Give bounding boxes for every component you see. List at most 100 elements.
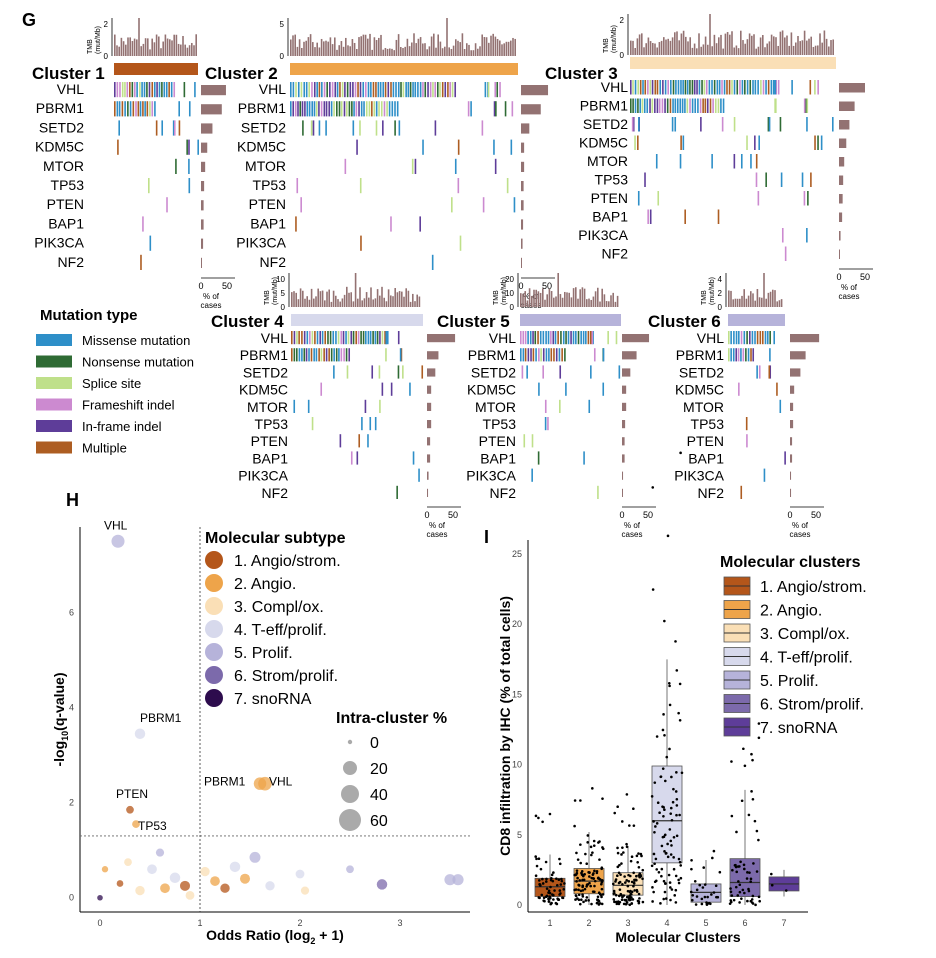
mutation-mark [721,80,723,95]
data-point [576,876,579,880]
mutation-mark [414,82,417,98]
data-point [553,889,556,892]
data-point [579,889,583,893]
tmb-bar [328,289,330,307]
tmb-bar [501,44,503,56]
mutation-mark [146,82,148,98]
mutation-mark [318,120,321,136]
data-point [641,868,645,872]
data-point [672,867,676,871]
mutation-mark [303,82,306,98]
mutation-mark [293,399,296,413]
tmb-bar [394,288,396,307]
mutation-mark [538,382,540,396]
data-point [712,891,716,894]
mutation-mark [711,154,713,169]
tmb-bar [678,40,680,55]
tmb-bar [340,41,343,56]
tmb-bar [448,47,450,56]
percent-tick-label: 0 [198,281,203,291]
tmb-bar [166,38,169,56]
mutation-mark [371,101,373,117]
tmb-bar [382,49,384,56]
data-point [671,800,675,804]
mutation-mark [397,331,400,345]
tmb-bar [823,30,826,55]
data-point [662,897,666,901]
data-point [582,878,586,882]
tmb-bar [557,273,559,307]
percent-cases-bar [521,200,524,211]
percent-cases-bar [839,120,850,130]
mutation-mark [831,117,834,132]
data-point [616,900,620,903]
percent-cases-bar [622,402,627,411]
mutation-mark [146,101,149,117]
gene-label: KDM5C [35,139,84,155]
mutation-mark [740,331,743,345]
data-point [667,682,671,685]
tmb-bar [336,49,338,56]
data-point [560,879,564,883]
mutation-mark [119,82,121,98]
mutation-mark [657,191,660,206]
tmb-bar [780,299,783,307]
mutation-mark [570,331,572,345]
mutation-mark [593,348,596,362]
oncoprint-cluster-1: Cluster 102TMB(mut/Mb)VHLPBRM1SETD2KDM5C… [32,18,235,310]
subtype-legend-swatch [205,666,223,684]
point-label: VHL [269,775,293,789]
mutation-mark [315,101,318,117]
data-point [678,860,682,864]
tmb-bar [533,289,535,307]
mutation-mark [390,216,392,232]
data-point [582,900,585,904]
y-tick-label: 6 [69,608,74,618]
percent-cases-bar [201,85,226,96]
mutation-row [520,348,605,362]
scatter-point [376,879,388,890]
mutation-mark [562,331,565,345]
data-point [592,877,596,880]
data-point [558,893,561,896]
data-point [660,867,664,871]
mutation-mark [806,117,808,132]
data-point [563,882,566,885]
tmb-bar [817,45,819,55]
mutation-mark [409,82,412,98]
mutation-mark [151,82,154,98]
tmb-bar [441,48,444,56]
tmb-bar [722,48,724,55]
tmb-bar [687,41,689,55]
data-point [597,903,601,906]
data-point [672,835,676,839]
mutation-mark [434,82,437,98]
percent-cases-bar [201,142,208,153]
tmb-bar [392,296,394,307]
mutation-mark [699,98,702,113]
mutation-mark [693,80,696,95]
data-point [589,884,592,888]
data-point [634,874,638,878]
tmb-bar [828,46,830,55]
mutation-mark [344,158,347,174]
data-point [574,894,578,898]
mutation-row [300,197,516,213]
mutation-mark [293,348,296,362]
tmb-bar [329,37,332,56]
mutation-mark [114,82,116,98]
data-point [661,728,665,732]
mutation-row [523,434,534,448]
percent-tick-label: 50 [811,510,821,520]
mutation-mark [459,235,462,251]
mutation-mark [311,82,313,98]
mutation-mark [726,80,728,95]
y-axis-title-part: -log [51,741,67,767]
data-point [751,758,754,762]
tmb-bar [182,35,184,56]
tmb-bar [740,30,742,55]
tmb-bar [422,43,424,56]
mutation-mark [378,365,381,379]
panel-label-i: I [484,527,490,547]
